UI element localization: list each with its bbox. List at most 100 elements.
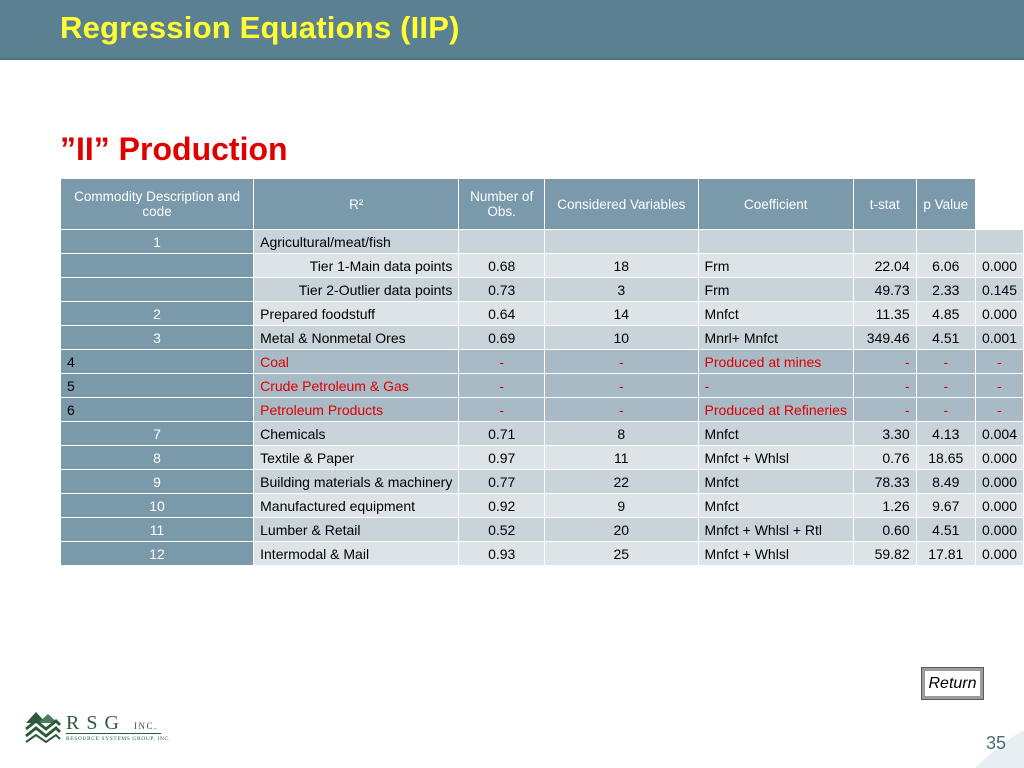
- row-code: 11: [59, 517, 255, 542]
- row-obs: 20: [544, 517, 699, 542]
- row-r2: 0.64: [458, 301, 546, 326]
- logo-tagline: RESOURCE SYSTEMS GROUP, INC.: [66, 736, 171, 742]
- row-pvalue: 0.000: [974, 301, 1024, 326]
- row-r2: -: [458, 349, 546, 374]
- row-tstat: -: [915, 349, 976, 374]
- row-obs: -: [544, 349, 699, 374]
- header-r2: R²: [253, 178, 460, 230]
- row-obs: 25: [544, 541, 699, 566]
- slide-subtitle: ”II” Production: [60, 131, 288, 167]
- row-r2: 0.77: [458, 469, 546, 494]
- row-pvalue: -: [974, 349, 1024, 374]
- regression-table: Commodity Description and code R² Number…: [59, 178, 1024, 566]
- return-button[interactable]: Return: [921, 667, 984, 700]
- row-description: Tier 1-Main data points: [253, 253, 460, 278]
- row-tstat: 6.06: [915, 253, 976, 278]
- row-description: Agricultural/meat/fish: [253, 229, 460, 254]
- row-pvalue: 0.000: [974, 469, 1024, 494]
- row-tstat: 8.49: [915, 469, 976, 494]
- row-variables: Frm: [697, 277, 854, 302]
- table-row: 11 Lumber & Retail 0.52 20 Mnfct + Whlsl + R…: [59, 517, 1024, 542]
- row-tstat: -: [915, 397, 976, 422]
- row-code: 12: [59, 541, 255, 566]
- table-row: Tier 1-Main data points 0.68 18 Frm 22.04 6.0…: [59, 253, 1024, 278]
- row-pvalue: 0.000: [974, 253, 1024, 278]
- row-coefficient: 22.04: [852, 253, 917, 278]
- row-coefficient: -: [852, 349, 917, 374]
- row-obs: 9: [544, 493, 699, 518]
- row-coefficient: -: [852, 397, 917, 422]
- row-code: 10: [59, 493, 255, 518]
- row-description: Lumber & Retail: [253, 517, 460, 542]
- row-coefficient: 59.82: [852, 541, 917, 566]
- header-obs: Number of Obs.: [458, 178, 546, 230]
- row-code: [59, 253, 255, 278]
- row-r2: 0.73: [458, 277, 546, 302]
- slide-title: Regression Equations (IIP): [60, 10, 460, 45]
- table-row: 5 Crude Petroleum & Gas - - - - - -: [59, 373, 1024, 398]
- table-row: 7 Chemicals 0.71 8 Mnfct 3.30 4.13 0.004: [59, 421, 1024, 446]
- header-tstat: t-stat: [852, 178, 917, 230]
- row-description: Intermodal & Mail: [253, 541, 460, 566]
- row-obs: -: [544, 397, 699, 422]
- row-pvalue: [974, 229, 1024, 254]
- row-variables: Mnfct + Whlsl: [697, 541, 854, 566]
- row-variables: Mnfct: [697, 421, 854, 446]
- row-pvalue: 0.000: [974, 445, 1024, 470]
- row-variables: Mnrl+ Mnfct: [697, 325, 854, 350]
- row-coefficient: 78.33: [852, 469, 917, 494]
- row-obs: 22: [544, 469, 699, 494]
- return-button-label: Return: [925, 671, 980, 696]
- row-tstat: 4.51: [915, 517, 976, 542]
- header-commodity: Commodity Description and code: [59, 178, 255, 230]
- row-coefficient: 0.60: [852, 517, 917, 542]
- table-row: 3 Metal & Nonmetal Ores 0.69 10 Mnrl+ Mnfct 3…: [59, 325, 1024, 350]
- row-obs: 10: [544, 325, 699, 350]
- row-obs: 3: [544, 277, 699, 302]
- row-coefficient: 349.46: [852, 325, 917, 350]
- row-coefficient: 49.73: [852, 277, 917, 302]
- row-code: 7: [59, 421, 255, 446]
- row-r2: 0.52: [458, 517, 546, 542]
- row-description: Metal & Nonmetal Ores: [253, 325, 460, 350]
- row-variables: Mnfct + Whlsl: [697, 445, 854, 470]
- table-row: 1 Agricultural/meat/fish: [59, 229, 1024, 254]
- row-code: 9: [59, 469, 255, 494]
- row-code: 3: [59, 325, 255, 350]
- company-logo: R S G INC. RESOURCE SYSTEMS GROUP, INC.: [24, 709, 174, 745]
- row-tstat: 17.81: [915, 541, 976, 566]
- row-pvalue: 0.001: [974, 325, 1024, 350]
- row-pvalue: 0.000: [974, 493, 1024, 518]
- row-obs: [544, 229, 699, 254]
- row-r2: -: [458, 373, 546, 398]
- row-tstat: -: [915, 373, 976, 398]
- header-pvalue: p Value: [915, 178, 976, 230]
- table-row: Tier 2-Outlier data points 0.73 3 Frm 49.73 2…: [59, 277, 1024, 302]
- row-description: Manufactured equipment: [253, 493, 460, 518]
- row-r2: 0.97: [458, 445, 546, 470]
- row-code: 6: [59, 397, 255, 422]
- row-r2: -: [458, 397, 546, 422]
- row-r2: [458, 229, 546, 254]
- row-coefficient: 0.76: [852, 445, 917, 470]
- table-row: 6 Petroleum Products - - Produced at Refiner…: [59, 397, 1024, 422]
- row-obs: 11: [544, 445, 699, 470]
- row-r2: 0.68: [458, 253, 546, 278]
- row-coefficient: 11.35: [852, 301, 917, 326]
- row-tstat: [915, 229, 976, 254]
- row-variables: Frm: [697, 253, 854, 278]
- row-code: 5: [59, 373, 255, 398]
- row-variables: Mnfct: [697, 469, 854, 494]
- row-variables: Produced at mines: [697, 349, 854, 374]
- row-description: Chemicals: [253, 421, 460, 446]
- row-tstat: 4.85: [915, 301, 976, 326]
- row-tstat: 18.65: [915, 445, 976, 470]
- title-bar: Regression Equations (IIP): [0, 0, 1024, 60]
- row-coefficient: 3.30: [852, 421, 917, 446]
- row-variables: Mnfct: [697, 493, 854, 518]
- row-r2: 0.69: [458, 325, 546, 350]
- row-pvalue: 0.000: [974, 517, 1024, 542]
- row-variables: Mnfct: [697, 301, 854, 326]
- table-row: 2 Prepared foodstuff 0.64 14 Mnfct 11.35 4.85 0…: [59, 301, 1024, 326]
- table-row: 10 Manufactured equipment 0.92 9 Mnfct 1.26 9.…: [59, 493, 1024, 518]
